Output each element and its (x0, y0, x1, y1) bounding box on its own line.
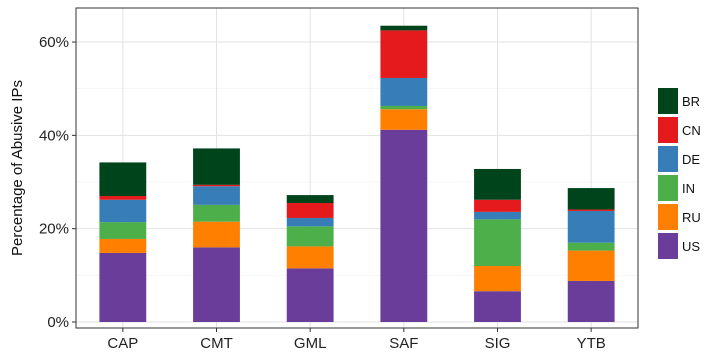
bar-segment-gml-in (286, 226, 334, 247)
legend-label-us: US (682, 239, 700, 254)
bar-segment-sig-us (474, 291, 521, 322)
legend-label-de: DE (682, 152, 700, 167)
bar-segment-saf-ru (380, 109, 428, 130)
bar-segment-cmt-br (193, 148, 240, 185)
bar-segment-sig-cn (474, 199, 521, 212)
bar-segment-ytb-cn (567, 209, 615, 211)
bar-segment-saf-in (380, 105, 428, 110)
bar-segment-gml-de (286, 217, 334, 227)
bar-segment-cmt-cn (193, 184, 240, 187)
bar-segment-gml-br (286, 195, 334, 204)
bar-segment-saf-de (380, 77, 428, 106)
legend-label-in: IN (682, 181, 695, 196)
y-tick-label: 60% (39, 34, 69, 51)
bar-segment-ytb-us (567, 280, 615, 322)
bar-segment-saf-br (380, 25, 428, 31)
bar-segment-gml-ru (286, 246, 334, 269)
plot-border (75, 7, 639, 329)
x-tick-label: CAP (107, 335, 138, 352)
bars (99, 25, 615, 322)
legend-label-cn: CN (682, 123, 701, 138)
legend-key-cn (658, 117, 678, 143)
bar-segment-gml-cn (286, 203, 334, 218)
y-axis: 0% 20% 40% 60% (39, 34, 76, 331)
bar-segment-sig-br (474, 168, 521, 200)
bar-segment-ytb-in (567, 242, 615, 251)
bar-segment-cap-de (99, 199, 147, 223)
legend-key-in (658, 175, 678, 201)
bar-segment-cmt-in (193, 204, 240, 222)
legend-key-de (658, 146, 678, 172)
y-tick-label: 0% (47, 314, 69, 331)
legend-key-ru (658, 204, 678, 230)
x-tick-label: SIG (485, 335, 511, 352)
plot-panel (75, 7, 639, 329)
bar-segment-cmt-us (193, 247, 240, 322)
y-tick-label: 20% (39, 221, 69, 238)
bar-segment-cap-cn (99, 196, 147, 200)
legend-label-ru: RU (682, 210, 701, 225)
x-tick-label: GML (294, 335, 327, 352)
legend-key-us (658, 233, 678, 259)
legend-label-br: BR (682, 94, 700, 109)
x-tick-label: YTB (577, 335, 606, 352)
x-tick-label: CMT (200, 335, 233, 352)
legend-key-br (658, 88, 678, 114)
bar-segment-cap-ru (99, 238, 147, 253)
bar-segment-cap-in (99, 222, 147, 239)
bar-segment-ytb-br (567, 188, 615, 210)
x-axis: CAP CMT GML SAF SIG YTB (107, 328, 606, 352)
bar-segment-sig-de (474, 211, 521, 220)
bar-segment-cmt-ru (193, 221, 240, 248)
bar-segment-saf-us (380, 129, 428, 322)
bar-segment-cap-br (99, 162, 147, 197)
bar-segment-gml-us (286, 268, 334, 322)
bar-segment-cmt-de (193, 186, 240, 205)
x-tick-label: SAF (389, 335, 418, 352)
y-tick-label: 40% (39, 127, 69, 144)
bar-segment-cap-us (99, 252, 147, 322)
bar-segment-sig-ru (474, 266, 521, 292)
legend: BR CN DE IN RU US (658, 88, 701, 259)
bar-segment-sig-in (474, 219, 521, 267)
bar-segment-ytb-ru (567, 250, 615, 281)
bar-segment-ytb-de (567, 210, 615, 243)
bar-segment-saf-cn (380, 30, 428, 78)
y-axis-title: Percentage of Abusive IPs (9, 80, 26, 256)
